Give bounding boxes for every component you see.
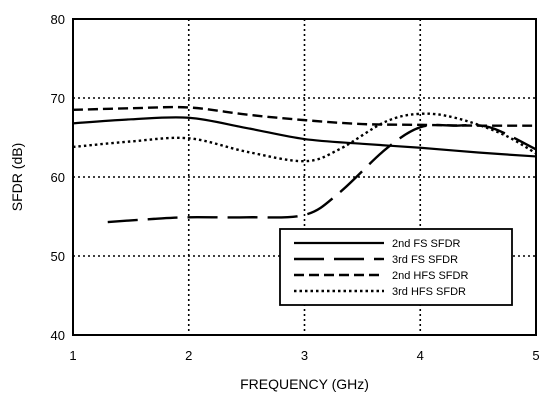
x-tick-label: 3 <box>301 348 308 363</box>
y-tick-label: 70 <box>51 91 65 106</box>
y-tick-label: 80 <box>51 12 65 27</box>
series-line-4 <box>72 112 537 163</box>
x-tick-label: 1 <box>69 348 76 363</box>
legend-label: 2nd HFS SFDR <box>392 270 468 282</box>
x-tick-label: 4 <box>417 348 424 363</box>
x-axis-label: FREQUENCY (GHz) <box>240 376 369 392</box>
series-line-1 <box>72 116 537 158</box>
y-tick-label: 60 <box>51 170 65 185</box>
data-series <box>72 105 537 224</box>
legend-label: 3rd FS SFDR <box>392 254 458 266</box>
legend-box <box>279 228 513 306</box>
y-tick-label: 40 <box>51 328 65 343</box>
series-line-2 <box>107 123 537 224</box>
y-axis-label: SFDR (dB) <box>9 143 25 211</box>
legend-label: 2nd FS SFDR <box>392 238 461 250</box>
x-tick-label: 2 <box>185 348 192 363</box>
series-line-3 <box>72 105 537 127</box>
legend-label: 3rd HFS SFDR <box>392 286 466 298</box>
y-tick-label: 50 <box>51 249 65 264</box>
tick-labels: 1 2 3 4 5 40 50 60 70 80 <box>51 12 540 363</box>
plot-frame <box>72 18 537 336</box>
legend: 2nd FS SFDR 3rd FS SFDR 2nd HFS SFDR 3rd HF… <box>279 228 513 306</box>
x-tick-label: 5 <box>532 348 539 363</box>
